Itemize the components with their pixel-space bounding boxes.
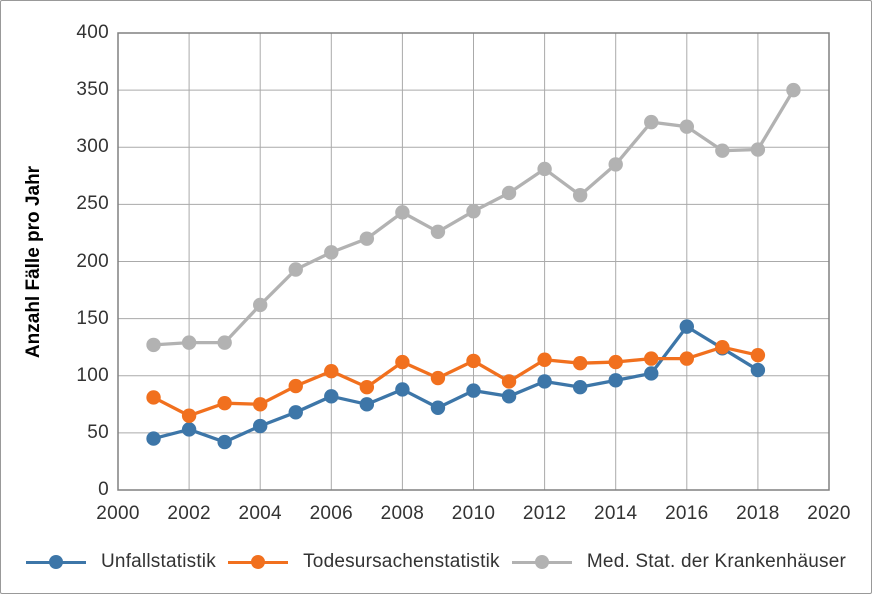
data-point	[572, 355, 588, 371]
x-tick-label: 2010	[451, 503, 496, 524]
data-point	[324, 245, 339, 260]
x-tick-label: 2008	[380, 503, 425, 524]
plot-border	[117, 32, 830, 491]
x-tick-label: 2004	[238, 503, 282, 524]
legend-item-2: Med. Stat. der Krankenhäuser	[511, 551, 846, 573]
legend-label: Todesursachenstatistik	[303, 551, 500, 572]
data-point	[750, 362, 766, 378]
data-point	[679, 351, 694, 366]
data-point	[679, 319, 694, 334]
y-tick-label: 0	[98, 479, 109, 500]
data-point	[181, 335, 197, 350]
data-point	[253, 297, 268, 313]
data-point	[430, 224, 446, 239]
data-point	[644, 366, 659, 381]
y-tick-label: 250	[76, 193, 109, 215]
data-point	[572, 188, 588, 203]
data-point	[288, 378, 303, 394]
data-point	[679, 119, 694, 134]
data-point	[750, 347, 766, 363]
legend-line-marker	[511, 555, 572, 569]
data-point	[181, 422, 197, 437]
data-point	[324, 389, 339, 404]
legend-item-1: Todesursachenstatistik	[228, 551, 500, 573]
data-point	[430, 370, 446, 386]
data-point	[395, 382, 410, 397]
y-tick-label: 400	[76, 22, 109, 43]
data-point	[288, 262, 303, 277]
data-point	[537, 352, 552, 367]
x-tick-label: 2000	[96, 503, 140, 524]
data-point	[608, 157, 623, 172]
data-point	[288, 405, 303, 420]
data-point	[715, 143, 730, 158]
data-point	[430, 400, 446, 415]
data-point	[501, 374, 517, 389]
data-point	[395, 354, 410, 370]
data-point	[359, 379, 375, 395]
legend-label: Med. Stat. der Krankenhäuser	[586, 551, 846, 572]
data-point	[146, 390, 161, 405]
data-point	[466, 353, 481, 369]
y-tick-label: 200	[76, 250, 109, 272]
data-point	[786, 82, 801, 98]
y-tick-label: 350	[76, 79, 109, 101]
data-point	[253, 397, 268, 412]
data-point	[217, 395, 232, 411]
data-point	[608, 354, 623, 370]
data-point	[501, 185, 517, 201]
y-tick-label: 50	[87, 421, 109, 443]
x-tick-label: 2014	[593, 503, 638, 524]
data-point	[359, 397, 375, 412]
data-point	[395, 205, 410, 220]
x-tick-label: 2018	[736, 503, 780, 524]
legend-dot	[251, 555, 266, 569]
data-point	[466, 383, 481, 398]
y-axis-title: Anzahl Fälle pro Jahr	[23, 165, 44, 359]
legend: Unfallstatistik Todesursachenstatistik Med…	[26, 551, 846, 573]
data-point	[608, 373, 623, 388]
data-point	[644, 114, 659, 130]
legend-dot	[534, 555, 549, 569]
legend-item-0: Unfallstatistik	[26, 551, 216, 573]
data-point	[466, 204, 481, 219]
legend-dot	[49, 555, 63, 569]
data-point	[181, 408, 197, 423]
data-point	[217, 434, 232, 450]
x-tick-label: 2020	[807, 503, 851, 524]
data-point	[359, 231, 375, 246]
data-point	[501, 389, 517, 404]
data-point	[572, 379, 588, 395]
y-tick-label: 100	[76, 364, 109, 386]
x-tick-label: 2006	[309, 503, 354, 524]
x-tick-label: 2012	[522, 503, 567, 524]
y-tick-label: 150	[76, 307, 109, 329]
data-point	[537, 374, 552, 389]
data-point	[750, 142, 766, 157]
series-line-0	[153, 324, 759, 444]
legend-line-marker	[228, 555, 289, 569]
data-point	[324, 363, 339, 379]
y-tick-label: 300	[76, 136, 109, 158]
legend-label: Unfallstatistik	[101, 551, 216, 572]
data-point	[644, 351, 659, 366]
data-point	[146, 431, 161, 446]
x-tick-label: 2016	[665, 503, 709, 524]
data-point	[715, 339, 730, 355]
data-point	[146, 337, 161, 353]
data-point	[217, 335, 232, 350]
legend-line-marker	[26, 555, 86, 569]
x-tick-label: 2002	[167, 503, 211, 524]
data-point	[537, 161, 552, 177]
data-point	[253, 418, 268, 434]
series-line-1	[152, 345, 759, 418]
